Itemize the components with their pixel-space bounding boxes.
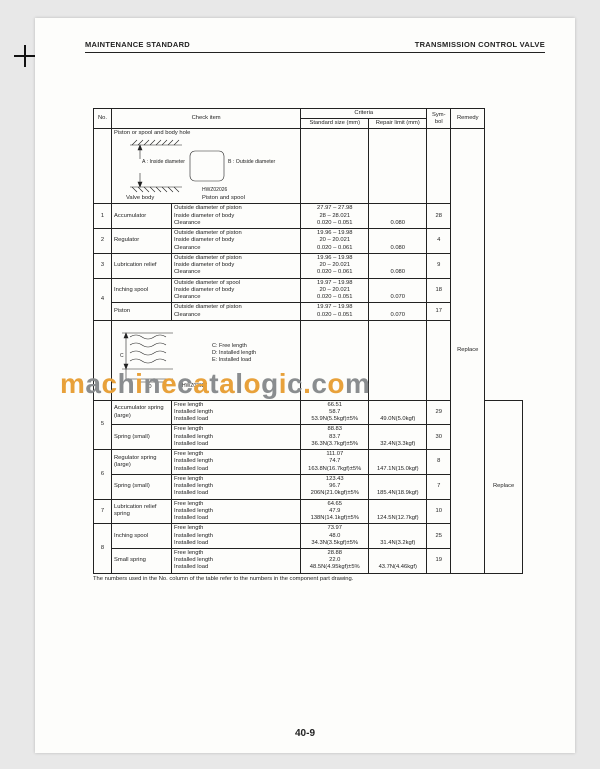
remedy2: Replace [485, 400, 523, 573]
diagram1-code: HWZ02026 [202, 187, 227, 193]
row-lines: Outside diameter of pistonInside diamete… [172, 204, 301, 229]
diagram-row: Piston or spool and body hole A : Ins [94, 129, 523, 204]
col-std: Standard size (mm) [301, 119, 369, 129]
diagram1-right: Piston and spool [202, 195, 245, 202]
diagram2-legend: C: Free length D: Installed length E: In… [212, 343, 256, 364]
svg-text:C: C [120, 353, 124, 359]
svg-text:E: E [120, 383, 124, 389]
spring-diagram-icon: C D E [118, 329, 208, 389]
row-no: 1 [94, 204, 112, 229]
col-repair: Repair limit (mm) [369, 119, 427, 129]
diagram1-left: Valve body [126, 195, 154, 202]
col-remedy: Remedy [451, 109, 485, 129]
svg-text:D: D [148, 384, 152, 389]
diagram2-cell: C D E C: Free length D: Installed length… [112, 320, 301, 400]
col-check: Check item [112, 109, 301, 129]
diagram1-a: A : Inside diameter [142, 159, 185, 166]
page-header: MAINTENANCE STANDARD TRANSMISSION CONTRO… [85, 40, 545, 53]
header-left: MAINTENANCE STANDARD [85, 40, 190, 49]
row-std: 27.97 – 27.9828 – 28.0210.020 – 0.051 [301, 204, 369, 229]
diagram1-b: B : Outside diameter [228, 159, 275, 166]
document-page: MAINTENANCE STANDARD TRANSMISSION CONTRO… [35, 18, 575, 753]
col-no: No. [94, 109, 112, 129]
page-number: 40-9 [35, 728, 575, 739]
diagram1-title: Piston or spool and body hole [114, 130, 190, 137]
header-right: TRANSMISSION CONTROL VALVE [415, 40, 545, 49]
row-name: Accumulator [112, 204, 172, 229]
row-rep: 0.080 [369, 204, 427, 229]
diagram1-cell: Piston or spool and body hole A : Ins [112, 129, 301, 204]
spec-table-wrap: No. Check item Criteria Sym-bol Remedy S… [93, 108, 523, 574]
col-symbol: Sym-bol [427, 109, 451, 129]
row-sym: 28 [427, 204, 451, 229]
col-criteria: Criteria [301, 109, 427, 119]
table-footnote: The numbers used in the No. column of th… [93, 576, 545, 582]
remedy1: Replace [451, 129, 485, 573]
diagram2-code: HWZ02027 [182, 383, 207, 389]
table-header-row: No. Check item Criteria Sym-bol Remedy [94, 109, 523, 119]
spec-table: No. Check item Criteria Sym-bol Remedy S… [93, 108, 523, 574]
valve-diagram-icon [120, 139, 270, 199]
